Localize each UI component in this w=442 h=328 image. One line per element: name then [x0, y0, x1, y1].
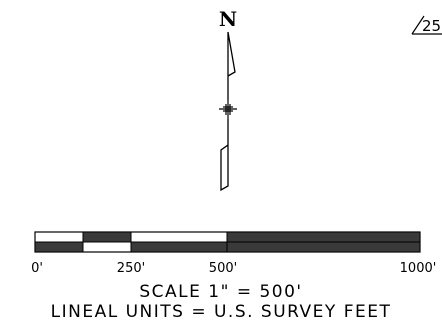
scale-bar: 0' 250' 500' 1000': [31, 231, 437, 276]
north-label: N: [219, 7, 237, 31]
scale-bar-segment: [130, 241, 228, 253]
scale-statement: SCALE 1" = 500': [139, 282, 303, 302]
scale-bar-segment: [82, 231, 132, 243]
scale-tick-label-0: 0': [31, 261, 43, 276]
north-arrow: N: [219, 7, 237, 192]
scale-bar-segment: [226, 231, 421, 243]
scale-tick-label-500: 500': [209, 261, 237, 276]
north-arrow-tail: [220, 119, 229, 192]
scale-tick-label-1000: 1000': [400, 261, 437, 276]
north-arrow-head: [227, 31, 236, 100]
scale-bar-segment: [34, 241, 84, 253]
scale-tick-label-250: 250': [117, 261, 145, 276]
sheet-reference: 255: [411, 15, 442, 35]
lineal-units-note: LINEAL UNITS = U.S. SURVEY FEET: [50, 302, 392, 322]
crosshair-icon: [219, 100, 237, 119]
scale-bar-segment: [226, 241, 421, 253]
sheet-reference-number: 255: [422, 17, 442, 35]
